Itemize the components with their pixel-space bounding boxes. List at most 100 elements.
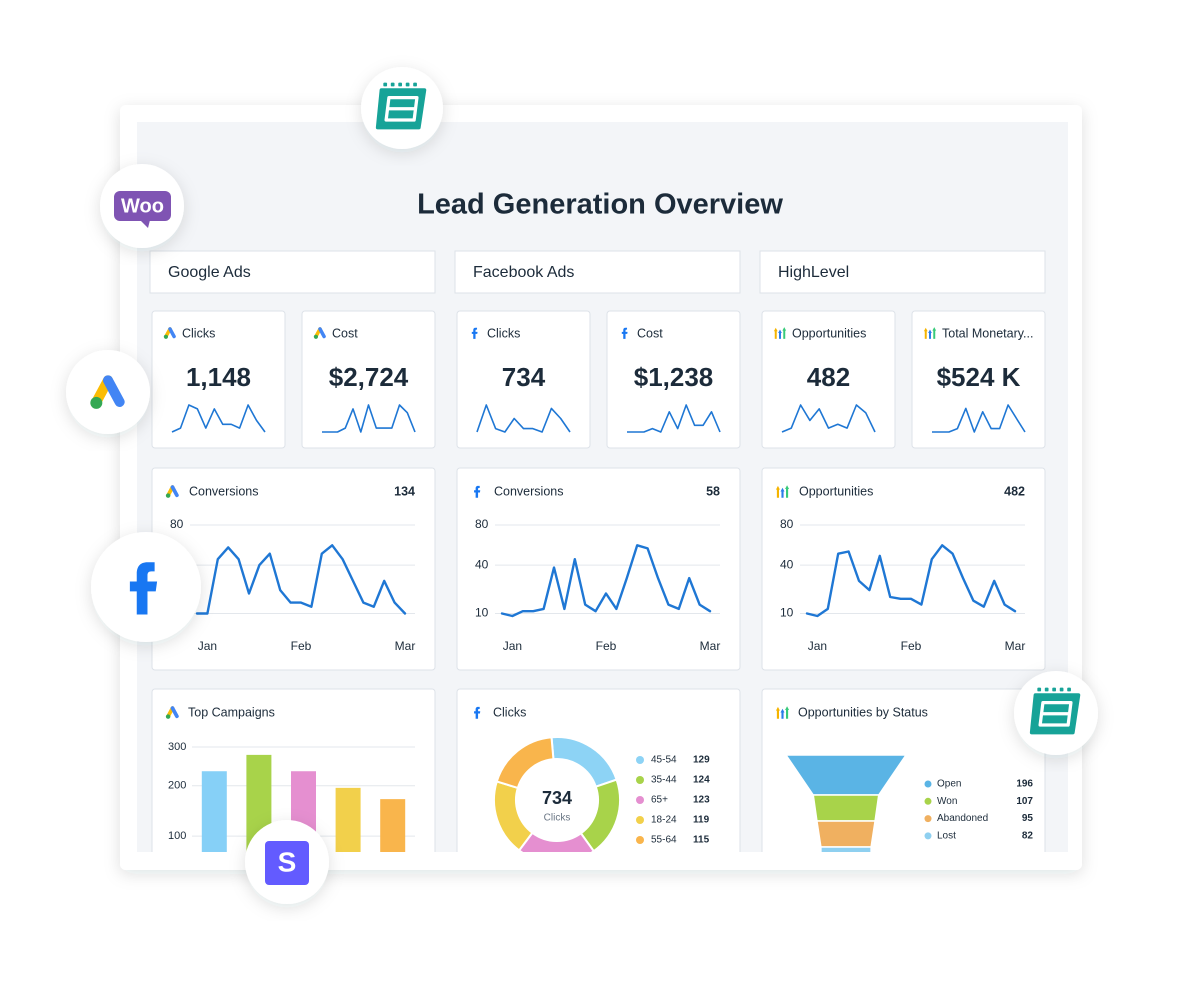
legend-label: Lost: [937, 831, 956, 842]
x-tick-label: Jan: [198, 639, 217, 653]
stripe-text: S: [278, 846, 297, 877]
legend-label: 45-54: [651, 755, 677, 766]
kpi-value: $1,238: [634, 362, 714, 392]
sparkline: [627, 404, 721, 433]
funnel-level: [820, 846, 872, 852]
legend-label: Won: [937, 796, 957, 807]
kpi-label: Total Monetary...: [942, 326, 1033, 340]
stripe-square: [265, 841, 309, 885]
section-title: Facebook Ads: [473, 264, 574, 281]
woo-bubble: [114, 191, 171, 221]
chart-card: [456, 467, 741, 671]
kpi-value: $2,724: [329, 362, 409, 392]
section-header: [454, 250, 741, 294]
donut-total-label: Clicks: [544, 813, 571, 824]
kpi-card: [761, 310, 896, 449]
kpi-card: [301, 310, 436, 449]
kpi-label: Clicks: [182, 326, 215, 340]
legend-value: 123: [693, 795, 710, 806]
chart-total: 134: [394, 484, 415, 498]
legend-value: 115: [693, 835, 710, 846]
x-tick-label: Feb: [596, 639, 617, 653]
legend-swatch: [636, 776, 644, 784]
legend-label: 35-44: [651, 775, 677, 786]
chart-title: Conversions: [494, 484, 563, 498]
y-tick-label: 80: [780, 517, 794, 531]
badge-circle: [66, 350, 150, 434]
section-title: Google Ads: [168, 264, 251, 281]
kpi-card: [911, 310, 1046, 449]
sparkline: [932, 404, 1026, 433]
chart-total: 482: [1004, 484, 1025, 498]
y-tick-label: 10: [780, 606, 794, 620]
y-tick-label: 200: [168, 780, 186, 792]
kpi-value: 1,148: [186, 362, 251, 392]
y-tick-label: 300: [168, 741, 186, 753]
bar: [201, 771, 227, 852]
badge-facebook: [91, 532, 201, 642]
bar: [380, 799, 406, 852]
funnel-level: [812, 794, 880, 822]
widget-title: Clicks: [493, 705, 526, 719]
legend-swatch: [636, 796, 644, 804]
legend-value: 107: [1016, 796, 1033, 807]
badge-teal-right: [1014, 671, 1098, 755]
badge-teal-top: [361, 67, 443, 149]
legend-swatch: [636, 836, 644, 844]
line-series: [805, 544, 1017, 618]
legend-label: 65+: [651, 795, 668, 806]
badge-woo: Woo: [100, 164, 184, 248]
x-tick-label: Mar: [395, 639, 416, 653]
legend-value: 95: [1022, 813, 1034, 824]
dashboard-title: Lead Generation Overview: [417, 189, 783, 221]
legend-swatch: [924, 797, 932, 805]
widget-title: Top Campaigns: [188, 705, 275, 719]
legend-value: 119: [693, 815, 710, 826]
badge-stripe: S: [245, 820, 329, 904]
legend-swatch: [924, 832, 932, 840]
kpi-value: $524 K: [937, 362, 1021, 392]
legend-swatch: [636, 816, 644, 824]
woo-bubble-tail: [140, 220, 150, 228]
kpi-label: Clicks: [487, 326, 520, 340]
kpi-label: Opportunities: [792, 326, 866, 340]
y-tick-label: 10: [475, 606, 489, 620]
line-series: [195, 544, 407, 615]
legend-value: 196: [1016, 779, 1033, 790]
y-tick-label: 80: [170, 517, 184, 531]
teal-logo: [1029, 687, 1081, 735]
legend-label: Abandoned: [937, 813, 988, 824]
x-tick-label: Jan: [808, 639, 827, 653]
sparkline: [476, 404, 571, 433]
kpi-value: 734: [502, 362, 546, 392]
section-title: HighLevel: [778, 264, 849, 281]
donut-total: 734: [542, 788, 572, 808]
kpi-label: Cost: [332, 326, 358, 340]
x-tick-label: Jan: [503, 639, 522, 653]
legend-value: 124: [693, 775, 710, 786]
line-series: [500, 544, 712, 618]
chart-title: Opportunities: [799, 484, 873, 498]
section-header: [759, 250, 1046, 294]
legend-label: 55-64: [651, 835, 677, 846]
widget-title: Opportunities by Status: [798, 705, 928, 719]
legend-label: 18-24: [651, 815, 677, 826]
donut-segment: [495, 736, 555, 790]
x-tick-label: Mar: [1005, 639, 1026, 653]
legend-swatch: [636, 756, 644, 764]
kpi-label: Cost: [637, 326, 663, 340]
y-tick-label: 40: [475, 557, 489, 571]
x-tick-label: Mar: [700, 639, 721, 653]
y-tick-label: 80: [475, 517, 489, 531]
chart-total: 58: [706, 484, 720, 498]
x-tick-label: Feb: [901, 639, 922, 653]
y-tick-label: 100: [168, 830, 186, 842]
legend-value: 129: [693, 755, 710, 766]
legend-swatch: [924, 780, 932, 788]
funnel-level: [816, 820, 876, 848]
dashboard: Lead Generation Overview Google Ads Click…: [149, 189, 1046, 852]
teal-logo: [375, 82, 427, 130]
